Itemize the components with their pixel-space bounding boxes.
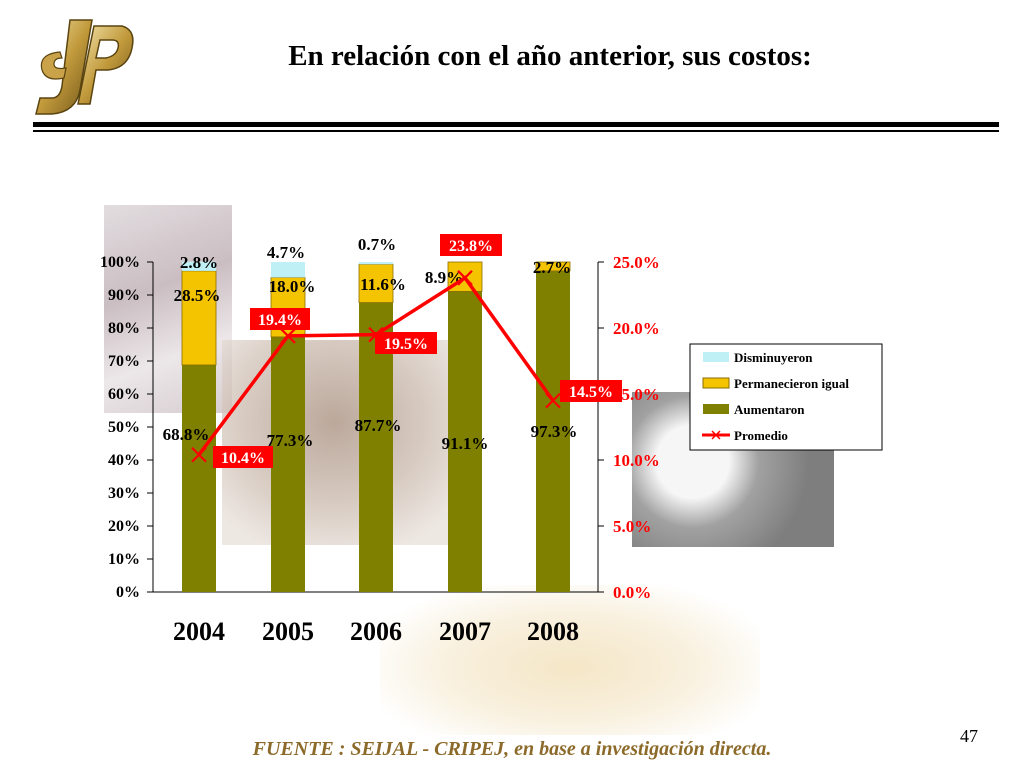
left-axis-tick-label: 10% bbox=[108, 551, 140, 568]
background-photo-portrait bbox=[222, 340, 472, 545]
left-axis-tick-label: 50% bbox=[108, 419, 140, 436]
bar-permanecieron-2004 bbox=[181, 270, 217, 366]
left-axis-tick-label: 30% bbox=[108, 485, 140, 502]
left-axis-tick-label: 90% bbox=[108, 287, 140, 304]
promedio-marker bbox=[457, 270, 473, 286]
promedio-label-box bbox=[375, 332, 437, 354]
data-label-aumentaron: 91.1% bbox=[442, 434, 489, 453]
promedio-marker bbox=[280, 328, 296, 344]
x-axis-category-label: 2008 bbox=[527, 617, 579, 646]
data-label-aumentaron: 68.8% bbox=[163, 425, 210, 444]
legend-permanecieron-swatch bbox=[702, 377, 730, 389]
left-axis-tick-label: 60% bbox=[108, 386, 140, 403]
bar-aumentaron-2004 bbox=[182, 364, 216, 592]
right-axis-tick-label: 25.0% bbox=[613, 253, 660, 272]
promedio-data-label: 19.4% bbox=[258, 312, 302, 329]
promedio-marker bbox=[545, 392, 561, 409]
left-axis-tick-label: 70% bbox=[108, 353, 140, 370]
promedio-data-label: 23.8% bbox=[449, 238, 493, 255]
promedio-label-box bbox=[250, 308, 310, 330]
background-photo-bread bbox=[380, 585, 760, 735]
legend-disminuyeron-swatch bbox=[703, 352, 729, 362]
bar-permanecieron-2006 bbox=[358, 263, 394, 303]
promedio-data-label: 19.5% bbox=[384, 336, 428, 353]
left-axis-tick-label: 40% bbox=[108, 452, 140, 469]
bar-aumentaron-2005 bbox=[271, 336, 305, 592]
left-axis-tick-label: 80% bbox=[108, 320, 140, 337]
data-label-aumentaron: 87.7% bbox=[355, 416, 402, 435]
right-axis-tick-label: 10.0% bbox=[613, 451, 660, 470]
bar-aumentaron-2007 bbox=[448, 291, 482, 592]
legend-disminuyeron-label: Disminuyeron bbox=[734, 350, 813, 365]
right-axis-tick-label: 0.0% bbox=[613, 583, 651, 602]
data-label-permanecieron: 18.0% bbox=[269, 277, 316, 296]
promedio-marker bbox=[191, 446, 207, 463]
x-axis-category-label: 2004 bbox=[173, 617, 225, 646]
promedio-label-box bbox=[560, 380, 622, 402]
right-axis-tick-label: 20.0% bbox=[613, 319, 660, 338]
promedio-data-label: 14.5% bbox=[569, 384, 613, 401]
bar-aumentaron-2008 bbox=[536, 270, 570, 592]
x-axis-category-label: 2007 bbox=[439, 617, 491, 646]
promedio-label-box bbox=[213, 446, 273, 468]
right-axis-tick-label: 5.0% bbox=[613, 517, 651, 536]
bar-permanecieron-2008 bbox=[535, 261, 571, 272]
data-label-aumentaron: 97.3% bbox=[531, 422, 578, 441]
x-axis-category-label: 2005 bbox=[262, 617, 314, 646]
left-axis-tick-label: 0% bbox=[116, 584, 140, 601]
data-label-aumentaron: 77.3% bbox=[267, 431, 314, 450]
legend-promedio-label: Promedio bbox=[734, 428, 788, 443]
jsp-logo bbox=[35, 19, 134, 115]
bar-disminuyeron-2005 bbox=[271, 262, 305, 278]
bar-disminuyeron-2006 bbox=[359, 262, 393, 265]
legend-permanecieron-label: Permanecieron igual bbox=[734, 376, 849, 391]
promedio-label-box bbox=[440, 234, 502, 256]
legend-aumentaron-swatch bbox=[703, 404, 729, 414]
promedio-data-label: 10.4% bbox=[221, 450, 265, 467]
data-label-disminuyeron: 0.7% bbox=[358, 235, 396, 254]
right-axis-tick-label: 15.0% bbox=[613, 385, 660, 404]
source-footer: FUENTE : SEIJAL - CRIPEJ, en base a inve… bbox=[252, 738, 772, 760]
bar-disminuyeron-2004 bbox=[182, 261, 216, 271]
left-axis-tick-label: 100% bbox=[100, 254, 140, 271]
x-axis-category-label: 2006 bbox=[350, 617, 402, 646]
page-number: 47 bbox=[960, 726, 978, 746]
slide-title: En relación con el año anterior, sus cos… bbox=[288, 40, 812, 72]
data-label-permanecieron: 28.5% bbox=[174, 286, 221, 305]
data-label-permanecieron: 2.7% bbox=[533, 258, 571, 277]
left-axis-tick-label: 20% bbox=[108, 518, 140, 535]
data-label-disminuyeron: 4.7% bbox=[267, 243, 305, 262]
data-label-permanecieron: 8.9% bbox=[425, 268, 463, 287]
data-label-disminuyeron: 2.8% bbox=[180, 253, 218, 272]
legend-promedio-marker bbox=[711, 430, 721, 440]
title-rule-thin bbox=[33, 130, 999, 132]
data-label-permanecieron: 11.6% bbox=[360, 275, 406, 294]
title-rule-thick bbox=[33, 122, 999, 127]
legend-aumentaron-label: Aumentaron bbox=[734, 402, 805, 417]
